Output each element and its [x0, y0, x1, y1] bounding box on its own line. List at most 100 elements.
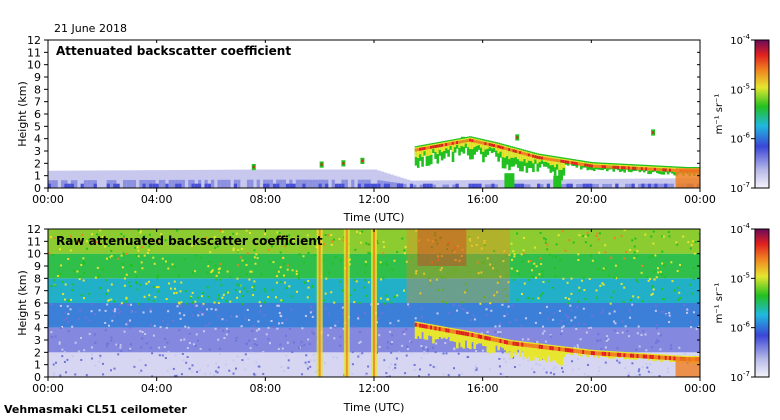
aerosol-layer-cell: [325, 169, 329, 188]
noise-speckle: [493, 250, 496, 253]
cloud-layer-cell: [638, 167, 642, 171]
noise-speckle: [240, 325, 243, 328]
cloud-layer-cell: [484, 334, 487, 347]
noise-speckle: [131, 264, 134, 267]
noise-speckle: [143, 254, 146, 257]
noise-speckle: [282, 369, 285, 372]
aerosol-layer-cell: [74, 170, 78, 188]
cloud-layer-cell: [640, 354, 644, 359]
aerosol-layer-cell: [119, 170, 124, 188]
cloud-layer-cell: [671, 356, 674, 361]
aerosol-layer-cell: [631, 178, 636, 188]
cloud-layer-cell: [414, 148, 418, 152]
noise-speckle: [597, 370, 600, 373]
aerosol-layer-cell: [383, 183, 388, 188]
chart-title: Raw attenuated backscatter coefficient: [56, 234, 323, 248]
noise-speckle: [223, 336, 226, 339]
noise-speckle: [303, 281, 306, 284]
noise-speckle: [88, 292, 91, 295]
aerosol-layer-cell: [139, 170, 143, 188]
cloud-layer-cell: [588, 350, 592, 355]
y-tick-label: 11: [27, 46, 41, 59]
noise-speckle: [357, 315, 360, 318]
aerosol-layer-cell: [122, 170, 127, 188]
noise-speckle: [99, 229, 102, 232]
aerosol-layer-cell: [364, 183, 368, 188]
cloud-layer-cell: [538, 344, 542, 349]
noise-speckle: [415, 229, 418, 232]
noise-speckle: [488, 368, 491, 371]
noise-speckle: [254, 337, 257, 340]
noise-speckle: [229, 300, 232, 303]
noise-speckle: [668, 321, 671, 324]
noise-speckle: [527, 297, 530, 300]
noise-speckle: [604, 244, 607, 247]
noise-speckle: [483, 242, 486, 245]
aerosol-layer-cell: [497, 179, 502, 188]
noise-speckle: [580, 279, 583, 282]
noise-speckle: [427, 239, 430, 242]
cloud-layer-cell: [582, 349, 585, 354]
noise-speckle: [386, 341, 389, 344]
noise-speckle: [215, 362, 218, 365]
noise-speckle: [342, 312, 345, 315]
noise-speckle: [214, 308, 217, 311]
aerosol-layer-cell: [109, 180, 114, 188]
noise-speckle: [689, 247, 692, 250]
aerosol-layer-cell: [576, 179, 580, 188]
cloud-layer-cell: [558, 159, 561, 163]
noise-speckle: [554, 366, 557, 369]
noise-speckle: [369, 252, 372, 255]
noise-speckle: [456, 309, 459, 312]
noise-speckle: [494, 331, 497, 334]
cloud-layer-cell: [610, 352, 613, 357]
cloud-layer-cell: [425, 323, 429, 340]
aerosol-layer-cell: [387, 183, 391, 188]
noise-speckle: [140, 369, 143, 372]
noise-speckle: [140, 346, 143, 349]
aerosol-layer-cell: [282, 169, 287, 188]
noise-speckle: [135, 254, 138, 257]
noise-speckle: [351, 351, 354, 354]
noise-speckle: [247, 319, 250, 322]
aerosol-layer-cell: [253, 169, 257, 188]
noise-speckle: [567, 316, 570, 319]
noise-speckle: [199, 311, 202, 314]
cloud-layer-cell: [440, 143, 444, 147]
noise-speckle: [427, 276, 430, 279]
noise-speckle: [78, 275, 81, 278]
aerosol-layer-cell: [292, 183, 297, 188]
noise-speckle: [307, 286, 310, 289]
noise-speckle: [179, 305, 182, 308]
noise-speckle: [403, 289, 406, 292]
cloud-layer-cell: [569, 348, 572, 353]
noise-speckle: [417, 375, 420, 377]
noise-speckle: [629, 316, 632, 319]
noise-speckle: [275, 275, 278, 278]
aerosol-layer-cell: [285, 169, 290, 188]
noise-speckle: [442, 288, 445, 291]
noise-speckle: [568, 239, 571, 242]
noise-speckle: [324, 292, 327, 295]
cloud-layer-cell: [662, 168, 666, 172]
noise-speckle: [225, 327, 228, 330]
x-tick-label: 08:00: [249, 193, 281, 206]
noise-speckle: [184, 290, 187, 293]
cloud-layer-cell: [451, 141, 455, 145]
noise-speckle: [322, 299, 325, 302]
noise-speckle: [189, 296, 192, 299]
noise-speckle: [339, 259, 342, 262]
noise-speckle: [128, 281, 131, 284]
noise-speckle: [385, 375, 388, 377]
noise-speckle: [64, 311, 67, 314]
noise-speckle: [482, 296, 485, 299]
noise-speckle: [435, 239, 438, 242]
noise-speckle: [659, 270, 662, 273]
noise-speckle: [602, 309, 605, 312]
aerosol-layer-cell: [129, 170, 134, 188]
x-tick-label: 16:00: [467, 382, 499, 395]
noise-speckle: [559, 258, 562, 261]
noise-speckle: [95, 241, 98, 244]
noise-speckle: [236, 283, 239, 286]
cloud-layer-cell: [664, 168, 668, 172]
